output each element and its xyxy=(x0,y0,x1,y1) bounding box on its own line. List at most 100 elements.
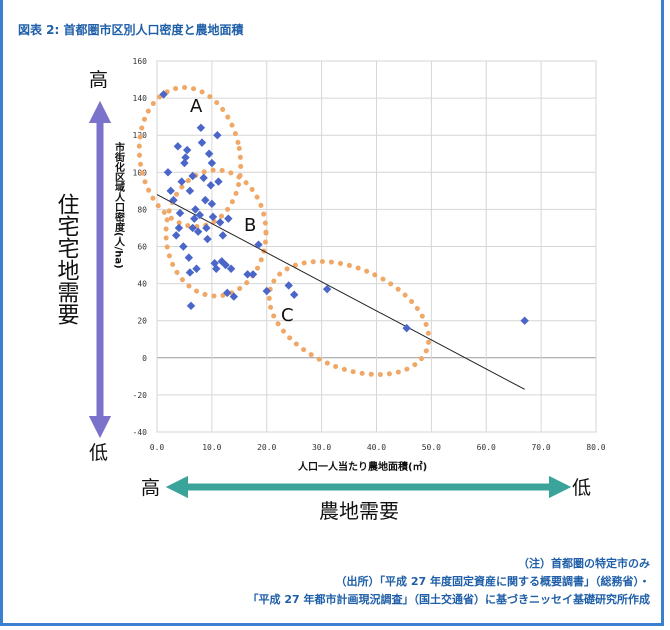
cluster-b-outline xyxy=(163,167,269,299)
data-point xyxy=(322,284,332,294)
y-tick-label: 40 xyxy=(137,280,147,289)
data-point xyxy=(173,142,183,151)
y-tick-label: 0 xyxy=(142,354,147,363)
x-tick-label: 70.0 xyxy=(531,443,550,452)
housing-demand-label: 住宅宅地需要 xyxy=(54,193,80,325)
data-point xyxy=(188,223,197,233)
x-tick-label: 40.0 xyxy=(367,443,386,452)
data-point xyxy=(193,227,203,236)
data-point xyxy=(185,268,195,277)
y-tick-label: 140 xyxy=(133,94,148,103)
data-point xyxy=(262,286,271,296)
data-point xyxy=(182,145,192,155)
data-point xyxy=(196,123,206,132)
data-point xyxy=(289,290,299,299)
data-point xyxy=(218,231,228,240)
housing-high-label: 高 xyxy=(89,69,108,91)
data-point xyxy=(203,234,212,244)
x-tick-labels: 0.0 10.0 20.0 30.0 40.0 50.0 60.0 70.0 80.0 xyxy=(150,443,606,452)
data-point xyxy=(186,301,196,311)
data-point xyxy=(213,131,222,140)
data-point xyxy=(402,323,411,333)
housing-low-label: 低 xyxy=(89,442,108,464)
data-point xyxy=(174,223,184,233)
y-tick-label: 60 xyxy=(137,243,147,252)
data-point xyxy=(185,186,195,196)
data-point xyxy=(179,242,188,251)
data-point xyxy=(163,168,173,177)
data-point xyxy=(212,264,221,273)
x-tick-label: 10.0 xyxy=(202,443,221,452)
data-point xyxy=(195,210,205,220)
data-point xyxy=(223,288,232,298)
farm-high-label: 高 xyxy=(141,477,160,499)
data-point xyxy=(180,158,189,168)
data-point xyxy=(520,316,529,325)
cluster-outlines xyxy=(136,85,432,378)
y-axis-label: 市街化区域人口密度(人/ha) xyxy=(113,141,126,269)
y-tick-label: 160 xyxy=(133,57,148,66)
data-point xyxy=(166,186,175,196)
data-point xyxy=(207,158,217,168)
data-point xyxy=(202,223,211,233)
data-point xyxy=(254,240,263,249)
x-tick-label: 50.0 xyxy=(422,443,441,452)
data-point xyxy=(208,212,218,222)
x-tick-label: 30.0 xyxy=(312,443,331,452)
data-point xyxy=(221,260,230,270)
data-point xyxy=(224,214,233,223)
data-point xyxy=(169,195,178,205)
data-point xyxy=(172,231,181,240)
data-point xyxy=(201,195,210,205)
note-line-1: （注）首都圏の特定市のみ xyxy=(518,557,650,570)
figure-title: 図表 2: 首都圏市区別人口密度と農地面積 xyxy=(18,23,244,37)
cluster-c-outline xyxy=(266,258,432,378)
data-point xyxy=(226,264,236,273)
y-tick-label: -40 xyxy=(133,428,148,437)
x-tick-label: 0.0 xyxy=(150,443,165,452)
data-point xyxy=(229,292,239,301)
data-point xyxy=(217,257,226,266)
data-point xyxy=(175,208,185,218)
source-notes: （注）首都圏の特定市のみ （出所）「平成 27 年度固定資産に関する概要調書」（… xyxy=(248,555,650,609)
data-point xyxy=(192,264,201,273)
y-tick-label: 20 xyxy=(137,317,147,326)
x-axis-label: 人口一人当たり農地面積(㎡) xyxy=(298,460,427,473)
data-point xyxy=(159,90,168,99)
y-tick-label: 80 xyxy=(137,205,147,214)
data-point xyxy=(181,153,190,162)
x-tick-label: 80.0 xyxy=(586,443,605,452)
cluster-a-label: A xyxy=(190,96,203,117)
data-point xyxy=(207,199,217,209)
x-tick-label: 20.0 xyxy=(257,443,276,452)
note-line-3: 「平成 27 年都市計画現況調査」（国土交通省）に基づきニッセイ基礎研究所作成 xyxy=(247,593,650,606)
data-point xyxy=(204,149,214,158)
data-point xyxy=(197,138,207,147)
grid-lines xyxy=(156,60,597,433)
x-tick-label: 60.0 xyxy=(477,443,496,452)
data-point xyxy=(199,173,208,183)
data-point xyxy=(243,270,252,279)
trend-line xyxy=(156,194,525,390)
cluster-a-outline xyxy=(136,85,244,229)
y-tick-label: -20 xyxy=(133,391,148,400)
cluster-b-label: B xyxy=(244,215,256,236)
data-point xyxy=(214,177,223,186)
data-point xyxy=(177,177,186,186)
data-points xyxy=(159,90,529,333)
farm-low-label: 低 xyxy=(572,477,591,499)
data-point xyxy=(184,253,194,262)
data-point xyxy=(284,281,293,290)
data-point xyxy=(191,205,200,214)
data-point xyxy=(248,270,258,279)
cluster-c-label: C xyxy=(281,305,294,326)
farm-demand-label: 農地需要 xyxy=(319,499,399,523)
note-line-2: （出所）「平成 27 年度固定資産に関する概要調書」（総務省）・ xyxy=(335,575,650,588)
data-point xyxy=(188,171,197,181)
data-point xyxy=(206,181,215,190)
data-point xyxy=(215,218,225,227)
data-point xyxy=(190,214,199,223)
